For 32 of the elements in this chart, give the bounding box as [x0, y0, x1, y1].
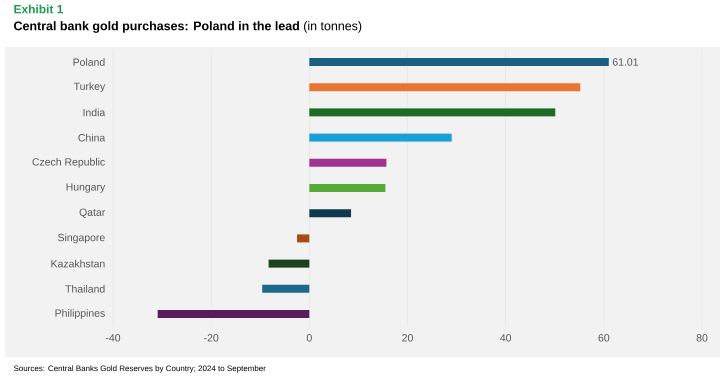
bar — [262, 284, 310, 293]
bar — [309, 209, 352, 218]
text: Exhibit 1 — [14, 4, 64, 14]
chart-title: Central bank gold purchases: Poland in the lead (in tonnes) — [14, 21, 362, 33]
y-tick-label: Singapore — [58, 234, 105, 244]
bar — [309, 134, 452, 142]
bar — [297, 234, 310, 242]
data-label: 61.01 — [612, 58, 638, 66]
y-tick-label: Philippines — [56, 309, 105, 319]
x-tick-label: 0 — [306, 334, 312, 342]
bar — [309, 83, 580, 92]
y-tick-label: China — [78, 134, 106, 142]
y-tick-label: Thailand — [65, 284, 105, 293]
y-tick-label: Kazakhstan — [51, 260, 105, 268]
bar — [158, 310, 310, 318]
x-tick-label: 60 — [598, 334, 610, 342]
y-tick-label: Hungary — [66, 183, 106, 193]
y-tick-label: Qatar — [80, 208, 106, 218]
bar — [268, 260, 310, 268]
bar — [309, 58, 609, 66]
y-tick-label: Turkey — [74, 82, 106, 92]
bar — [309, 108, 556, 116]
y-tick-label: Czech Republic — [32, 158, 105, 168]
y-tick-label: India — [84, 108, 106, 116]
y-tick-label: Poland — [74, 58, 105, 66]
bar — [309, 184, 386, 192]
x-tick-label: -40 — [106, 334, 120, 342]
bar — [309, 158, 386, 167]
x-tick-label: 40 — [500, 334, 512, 342]
x-tick-label: -20 — [204, 334, 218, 342]
x-tick-label: 80 — [696, 334, 708, 342]
x-tick-label: 20 — [402, 334, 413, 342]
